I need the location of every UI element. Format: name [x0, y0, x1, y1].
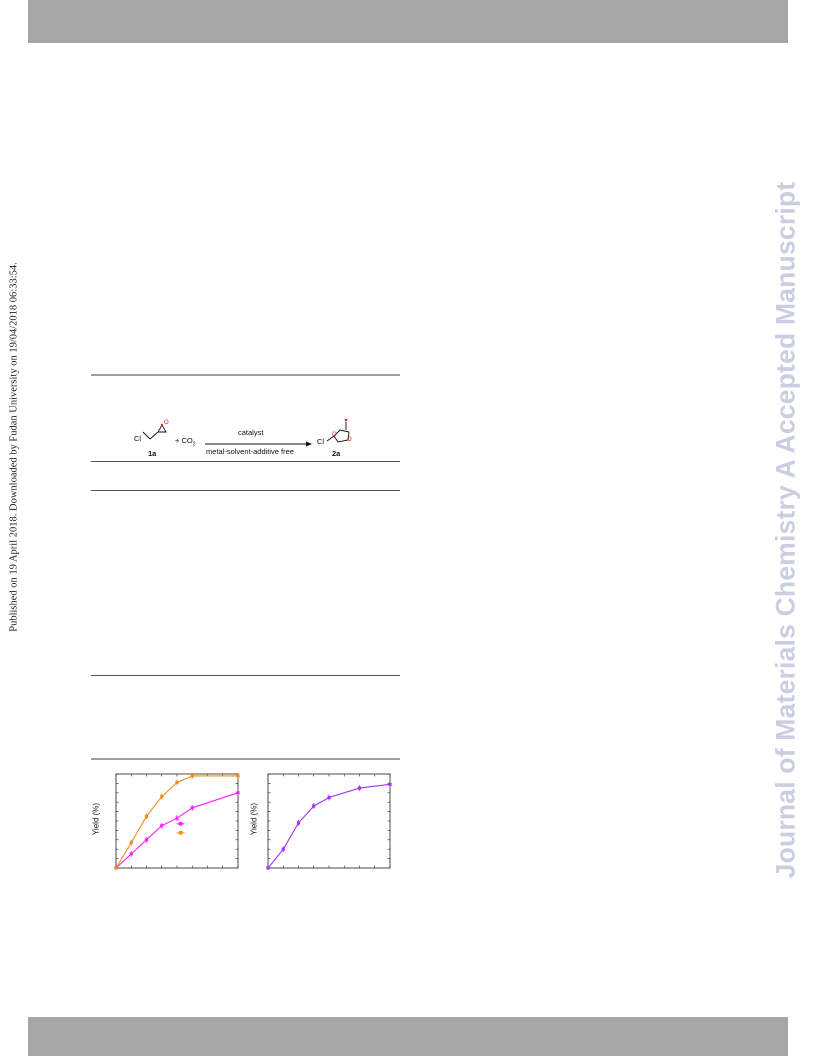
yield-chart-b: Yield (%) — [246, 768, 396, 874]
table-top-rule — [91, 374, 400, 376]
arrow-conditions-label: metal-solvent-additive free — [206, 447, 294, 456]
reaction-scheme: Cl O + CO2 catalyst metal-solvent-additi… — [120, 408, 390, 468]
table-header-rule — [91, 461, 400, 462]
table-bottom-rule — [91, 675, 400, 676]
chart-a-series-0-point — [175, 816, 179, 820]
compound-1a-label: 1a — [148, 449, 157, 458]
reactant-cl-label: Cl — [134, 434, 142, 443]
chart-a-series-0-point — [190, 806, 194, 810]
chart-a-legend-marker-1 — [178, 831, 183, 835]
chart-a-series-1-point — [144, 814, 149, 818]
footer-band — [28, 1017, 788, 1056]
chart-a-series-1-point — [190, 774, 194, 778]
product-ring-oxygen-2: O — [347, 437, 352, 443]
chart-a-series-1-point — [114, 866, 118, 870]
chart-a-series-0-line — [115, 792, 239, 869]
figure-top-rule — [91, 758, 400, 760]
compound-2a-label: 2a — [332, 449, 341, 458]
co2-label: + CO2 — [175, 437, 196, 448]
product-ring-oxygen-1: O — [332, 432, 337, 438]
chart-b-frame — [267, 773, 391, 869]
yield-chart-a-plot — [114, 772, 240, 870]
watermark-text: Journal of Materials Chemistry A Accepte… — [770, 181, 801, 879]
chart-a-series-1-point — [236, 774, 240, 778]
chart-a-series-1-point — [175, 780, 179, 785]
chart-b-series-0-point — [388, 782, 392, 786]
arrow-catalyst-label: catalyst — [238, 428, 264, 437]
publication-note-text: Published on 19 April 2018. Downloaded b… — [8, 262, 20, 632]
yield-chart-a: Yield (%) — [92, 768, 246, 874]
chart-b-series-0-point — [312, 804, 316, 808]
chart-a-series-0-point — [160, 824, 164, 828]
chart-b-series-0-point — [296, 821, 301, 825]
co2-subscript: 2 — [192, 441, 196, 448]
chart-b-series-0-point — [266, 866, 270, 870]
chart-a-series-1-point — [160, 794, 164, 799]
reaction-scheme-drawing — [142, 418, 350, 447]
product-cl-label: Cl — [317, 437, 325, 446]
chart-a-ylabel-text: Yield (%) — [91, 802, 101, 836]
chart-a-series-0-point — [144, 838, 149, 842]
table-column-rule — [91, 490, 400, 491]
chart-a-series-1-line — [115, 775, 238, 869]
chart-b-series-0-point — [357, 786, 362, 790]
chart-b-series-0-point — [281, 847, 285, 851]
epoxide-oxygen-label: O — [164, 420, 169, 426]
chart-a-series-0-point — [236, 791, 240, 795]
yield-chart-b-plot — [266, 773, 392, 870]
chart-a-legend-marker-0 — [178, 822, 183, 826]
chart-b-series-0-point — [327, 795, 331, 800]
chart-a-series-1-point — [129, 841, 133, 845]
co2-text: + CO — [175, 436, 193, 445]
header-band — [28, 0, 788, 43]
chart-a-series-0-point — [129, 852, 133, 856]
chart-b-ylabel-text: Yield (%) — [249, 802, 259, 836]
